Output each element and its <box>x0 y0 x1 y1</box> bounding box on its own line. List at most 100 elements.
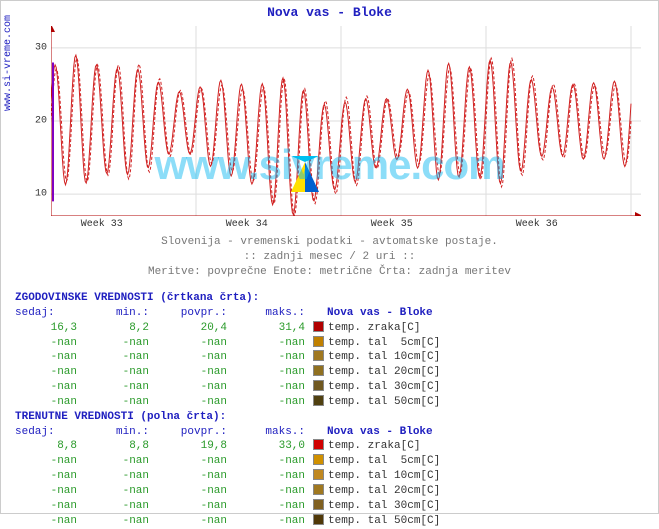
col-header: maks.: <box>227 425 305 440</box>
series-swatch-icon <box>313 321 324 332</box>
value-maks: -nan <box>227 336 305 351</box>
value-min: -nan <box>77 395 149 410</box>
col-header: povpr.: <box>149 306 227 321</box>
x-tick-label: Week 36 <box>516 219 558 230</box>
line-chart-svg <box>51 26 641 216</box>
subcaption-line: Slovenija - vremenski podatki - avtomats… <box>1 235 658 250</box>
series-name: temp. tal 5cm[C] <box>328 454 440 469</box>
col-header: min.: <box>77 425 149 440</box>
y-tick-label: 10 <box>35 189 47 200</box>
station-name: Nova vas - Bloke <box>327 306 433 321</box>
table-row: -nan-nan-nan-nantemp. tal 50cm[C] <box>15 514 440 529</box>
y-tick-labels: 10 20 30 <box>25 26 47 216</box>
value-maks: -nan <box>227 484 305 499</box>
value-povpr: -nan <box>149 484 227 499</box>
station-name: Nova vas - Bloke <box>327 425 433 440</box>
y-tick-label: 20 <box>35 116 47 127</box>
value-sedaj: -nan <box>15 350 77 365</box>
value-maks: -nan <box>227 469 305 484</box>
series-swatch-icon <box>313 499 324 510</box>
x-tick-label: Week 35 <box>371 219 413 230</box>
legend-tables: ZGODOVINSKE VREDNOSTI (črtkana črta):sed… <box>15 291 440 529</box>
value-min: -nan <box>77 365 149 380</box>
series-name: temp. tal 10cm[C] <box>328 350 440 365</box>
value-maks: 31,4 <box>227 321 305 336</box>
series-swatch-icon <box>313 439 324 450</box>
chart-container: Nova vas - Bloke www.si-vreme.com 10 20 30… <box>0 0 659 514</box>
col-header: min.: <box>77 306 149 321</box>
value-sedaj: -nan <box>15 365 77 380</box>
series-swatch-icon <box>313 514 324 525</box>
value-min: 8,2 <box>77 321 149 336</box>
value-povpr: -nan <box>149 514 227 529</box>
chart-subcaption: Slovenija - vremenski podatki - avtomats… <box>1 235 658 280</box>
value-povpr: -nan <box>149 454 227 469</box>
value-min: -nan <box>77 484 149 499</box>
chart-plot-area <box>51 26 641 216</box>
value-sedaj: -nan <box>15 336 77 351</box>
series-swatch-icon <box>313 365 324 376</box>
table-row: -nan-nan-nan-nantemp. tal 50cm[C] <box>15 395 440 410</box>
value-sedaj: -nan <box>15 499 77 514</box>
value-povpr: 20,4 <box>149 321 227 336</box>
table-row: -nan-nan-nan-nantemp. tal 20cm[C] <box>15 484 440 499</box>
value-min: -nan <box>77 380 149 395</box>
value-maks: -nan <box>227 380 305 395</box>
series-name: temp. tal 10cm[C] <box>328 469 440 484</box>
value-sedaj: -nan <box>15 454 77 469</box>
col-header: sedaj: <box>15 425 77 440</box>
x-tick-label: Week 34 <box>226 219 268 230</box>
series-name: temp. tal 30cm[C] <box>328 380 440 395</box>
chart-title: Nova vas - Bloke <box>1 1 658 20</box>
y-tick-label: 30 <box>35 42 47 53</box>
series-name: temp. tal 30cm[C] <box>328 499 440 514</box>
series-swatch-icon <box>313 380 324 391</box>
table-row: -nan-nan-nan-nantemp. tal 5cm[C] <box>15 336 440 351</box>
value-povpr: 19,8 <box>149 439 227 454</box>
value-povpr: -nan <box>149 395 227 410</box>
subcaption-line: :: zadnji mesec / 2 uri :: <box>1 250 658 265</box>
value-maks: -nan <box>227 395 305 410</box>
value-sedaj: -nan <box>15 469 77 484</box>
value-maks: -nan <box>227 365 305 380</box>
value-sedaj: 8,8 <box>15 439 77 454</box>
series-swatch-icon <box>313 395 324 406</box>
col-header: maks.: <box>227 306 305 321</box>
value-maks: -nan <box>227 499 305 514</box>
col-header: povpr.: <box>149 425 227 440</box>
series-name: temp. zraka[C] <box>328 439 420 454</box>
value-povpr: -nan <box>149 469 227 484</box>
value-povpr: -nan <box>149 380 227 395</box>
series-name: temp. tal 20cm[C] <box>328 365 440 380</box>
series-name: temp. tal 50cm[C] <box>328 514 440 529</box>
value-min: -nan <box>77 514 149 529</box>
subcaption-line: Meritve: povprečne Enote: metrične Črta:… <box>1 265 658 280</box>
value-povpr: -nan <box>149 499 227 514</box>
series-name: temp. tal 50cm[C] <box>328 395 440 410</box>
value-sedaj: -nan <box>15 395 77 410</box>
table-row: -nan-nan-nan-nantemp. tal 20cm[C] <box>15 365 440 380</box>
value-sedaj: -nan <box>15 484 77 499</box>
x-tick-label: Week 33 <box>81 219 123 230</box>
series-swatch-icon <box>313 454 324 465</box>
value-maks: -nan <box>227 454 305 469</box>
value-sedaj: 16,3 <box>15 321 77 336</box>
table-row: -nan-nan-nan-nantemp. tal 10cm[C] <box>15 350 440 365</box>
series-swatch-icon <box>313 484 324 495</box>
y-axis-source-link[interactable]: www.si-vreme.com <box>3 15 14 111</box>
table-row: 16,38,220,431,4temp. zraka[C] <box>15 321 440 336</box>
value-min: -nan <box>77 499 149 514</box>
value-min: -nan <box>77 336 149 351</box>
series-swatch-icon <box>313 350 324 361</box>
x-tick-labels: Week 33 Week 34 Week 35 Week 36 <box>51 219 641 233</box>
value-min: -nan <box>77 454 149 469</box>
value-povpr: -nan <box>149 365 227 380</box>
table-row: -nan-nan-nan-nantemp. tal 30cm[C] <box>15 499 440 514</box>
table-row: -nan-nan-nan-nantemp. tal 5cm[C] <box>15 454 440 469</box>
table-row: -nan-nan-nan-nantemp. tal 10cm[C] <box>15 469 440 484</box>
value-min: -nan <box>77 350 149 365</box>
series-name: temp. tal 5cm[C] <box>328 336 440 351</box>
series-swatch-icon <box>313 469 324 480</box>
value-povpr: -nan <box>149 336 227 351</box>
value-maks: 33,0 <box>227 439 305 454</box>
